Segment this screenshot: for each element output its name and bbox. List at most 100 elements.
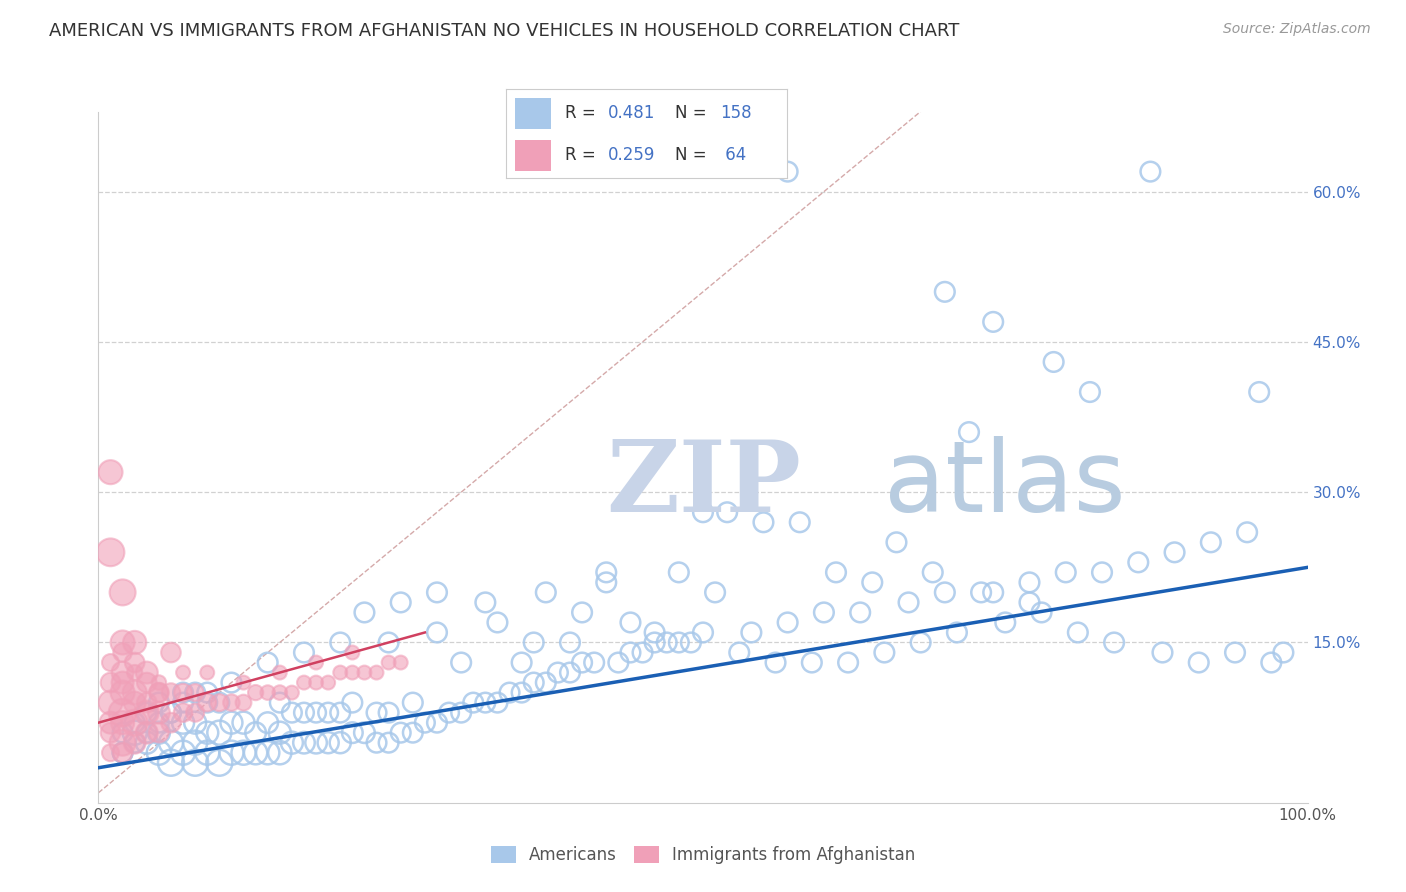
Point bbox=[377, 656, 399, 670]
Point bbox=[1260, 656, 1282, 670]
Point bbox=[1091, 566, 1114, 580]
Point bbox=[208, 696, 231, 710]
Point bbox=[124, 685, 146, 699]
Point bbox=[172, 746, 194, 760]
Point bbox=[256, 685, 278, 699]
Point bbox=[195, 696, 218, 710]
Point bbox=[172, 685, 194, 699]
Point bbox=[124, 736, 146, 750]
Point bbox=[160, 685, 183, 699]
Point bbox=[353, 725, 375, 739]
Point bbox=[765, 656, 787, 670]
Point bbox=[148, 696, 170, 710]
Point bbox=[111, 725, 134, 739]
Point bbox=[426, 715, 449, 730]
Point bbox=[1078, 384, 1101, 399]
Point bbox=[111, 635, 134, 649]
Point bbox=[329, 736, 352, 750]
Point bbox=[124, 715, 146, 730]
Point bbox=[571, 606, 593, 620]
Point bbox=[160, 715, 183, 730]
Point bbox=[366, 665, 388, 680]
Point bbox=[184, 685, 207, 699]
Point bbox=[269, 665, 291, 680]
Text: 0.259: 0.259 bbox=[607, 146, 655, 164]
Point bbox=[135, 665, 157, 680]
Point bbox=[245, 746, 267, 760]
Point bbox=[1042, 355, 1064, 369]
Point bbox=[100, 696, 122, 710]
Point bbox=[148, 725, 170, 739]
Point bbox=[342, 665, 364, 680]
Point bbox=[256, 715, 278, 730]
Point bbox=[366, 736, 388, 750]
Point bbox=[547, 665, 569, 680]
Point bbox=[172, 706, 194, 720]
Point bbox=[776, 164, 799, 178]
Point bbox=[100, 715, 122, 730]
Point bbox=[184, 756, 207, 770]
Point bbox=[184, 736, 207, 750]
Point bbox=[148, 746, 170, 760]
Point bbox=[148, 715, 170, 730]
Point bbox=[184, 715, 207, 730]
Point bbox=[860, 575, 883, 590]
Point bbox=[195, 685, 218, 699]
Point bbox=[124, 736, 146, 750]
Point bbox=[111, 746, 134, 760]
Point bbox=[1067, 625, 1090, 640]
Point bbox=[426, 625, 449, 640]
Point bbox=[498, 685, 520, 699]
Point bbox=[486, 615, 509, 630]
Point bbox=[232, 746, 254, 760]
Point bbox=[281, 736, 304, 750]
Point bbox=[825, 566, 848, 580]
Point bbox=[1128, 555, 1150, 569]
Point bbox=[292, 706, 315, 720]
Point bbox=[111, 646, 134, 660]
Point bbox=[195, 725, 218, 739]
Point bbox=[534, 675, 557, 690]
Point bbox=[463, 696, 485, 710]
Point bbox=[366, 706, 388, 720]
Point bbox=[353, 665, 375, 680]
Point bbox=[510, 685, 533, 699]
Point bbox=[148, 706, 170, 720]
Point bbox=[1249, 384, 1271, 399]
Point bbox=[450, 656, 472, 670]
Point bbox=[269, 685, 291, 699]
Point bbox=[377, 635, 399, 649]
Text: Source: ZipAtlas.com: Source: ZipAtlas.com bbox=[1223, 22, 1371, 37]
Point bbox=[981, 585, 1004, 599]
Point bbox=[100, 465, 122, 479]
Point bbox=[135, 706, 157, 720]
Point bbox=[873, 646, 896, 660]
FancyBboxPatch shape bbox=[515, 98, 551, 129]
Point bbox=[100, 725, 122, 739]
Point bbox=[160, 706, 183, 720]
Point bbox=[583, 656, 606, 670]
Point bbox=[692, 625, 714, 640]
Point bbox=[342, 725, 364, 739]
Point bbox=[305, 736, 328, 750]
Point bbox=[510, 656, 533, 670]
Point bbox=[269, 696, 291, 710]
Text: R =: R = bbox=[565, 146, 596, 164]
Point bbox=[208, 756, 231, 770]
Point bbox=[172, 715, 194, 730]
Point bbox=[474, 696, 496, 710]
Point bbox=[135, 725, 157, 739]
Text: 64: 64 bbox=[720, 146, 747, 164]
Point bbox=[523, 675, 546, 690]
Point bbox=[111, 746, 134, 760]
Point bbox=[970, 585, 993, 599]
Point bbox=[305, 656, 328, 670]
Point bbox=[886, 535, 908, 549]
Point bbox=[353, 606, 375, 620]
Point bbox=[184, 706, 207, 720]
Point bbox=[377, 706, 399, 720]
Point bbox=[184, 685, 207, 699]
Point bbox=[921, 566, 943, 580]
Point bbox=[1272, 646, 1295, 660]
Point bbox=[595, 575, 617, 590]
